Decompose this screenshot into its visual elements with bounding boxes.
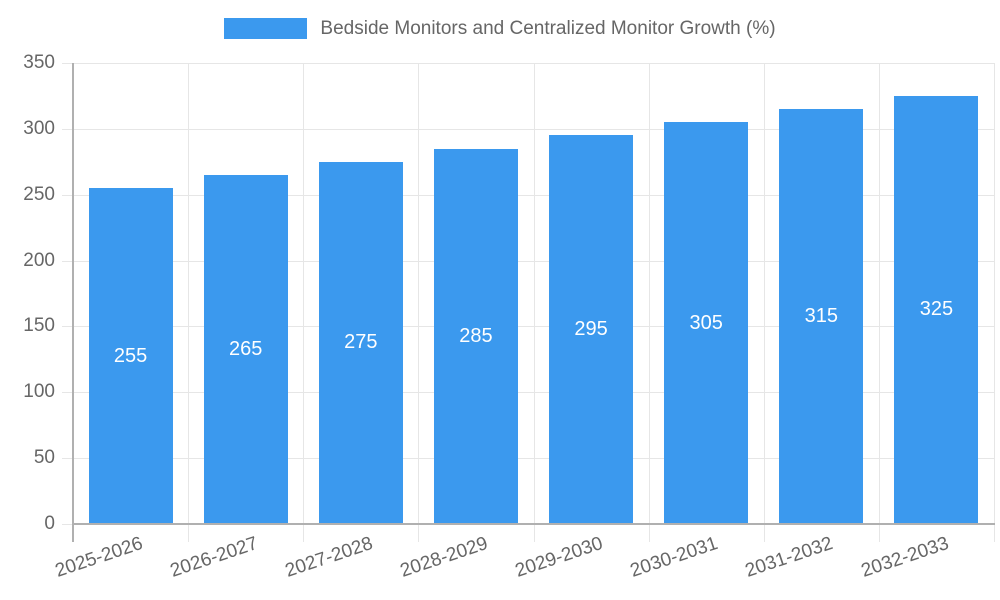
bar[interactable]: 295 bbox=[549, 135, 634, 524]
gridline-vertical bbox=[418, 63, 420, 542]
gridline-vertical bbox=[303, 63, 305, 542]
bar-value-label: 305 bbox=[689, 311, 723, 334]
y-axis-tick-label: 50 bbox=[33, 447, 55, 469]
gridline-vertical bbox=[648, 63, 650, 542]
y-axis-tick-label: 0 bbox=[44, 513, 55, 534]
legend-item[interactable]: Bedside Monitors and Centralized Monitor… bbox=[224, 18, 776, 39]
x-axis-line bbox=[72, 523, 995, 525]
bar-value-label: 265 bbox=[229, 337, 263, 360]
x-axis-tick-label: 2026-2027 bbox=[167, 533, 261, 582]
gridline-horizontal bbox=[62, 128, 994, 130]
y-axis-tick-label: 300 bbox=[23, 117, 55, 139]
bar[interactable]: 315 bbox=[779, 109, 864, 524]
gridline-vertical bbox=[994, 63, 995, 542]
y-axis-line bbox=[72, 63, 74, 542]
gridline-vertical bbox=[533, 63, 535, 542]
bar-value-label: 315 bbox=[804, 305, 838, 328]
bar[interactable]: 285 bbox=[433, 148, 518, 524]
x-axis-tick-label: 2030-2031 bbox=[628, 533, 721, 582]
x-axis-tick-label: 2025-2026 bbox=[52, 533, 146, 582]
y-axis-tick-label: 100 bbox=[23, 381, 55, 403]
bar[interactable]: 325 bbox=[894, 95, 979, 524]
bar[interactable]: 275 bbox=[318, 161, 403, 524]
y-axis-tick-label: 250 bbox=[23, 183, 55, 205]
gridline-horizontal bbox=[62, 458, 994, 460]
bar[interactable]: 305 bbox=[664, 122, 749, 524]
x-axis-tick-label: 2028-2029 bbox=[397, 533, 491, 582]
gridline-vertical bbox=[878, 63, 880, 542]
legend-label: Bedside Monitors and Centralized Monitor… bbox=[320, 18, 776, 39]
x-axis-tick-label: 2031-2032 bbox=[743, 533, 836, 582]
bar-value-label: 255 bbox=[113, 344, 148, 367]
bar[interactable]: 255 bbox=[88, 188, 173, 524]
gridline-horizontal bbox=[62, 194, 994, 196]
y-axis-tick-label: 200 bbox=[23, 249, 55, 271]
gridline-vertical bbox=[763, 63, 765, 542]
x-axis-tick-label: 2032-2033 bbox=[858, 533, 952, 582]
bar-value-label: 295 bbox=[574, 318, 608, 341]
y-axis-tick-label: 350 bbox=[23, 52, 55, 73]
gridline-horizontal bbox=[62, 326, 994, 328]
gridline-horizontal bbox=[62, 392, 994, 394]
bar-value-label: 275 bbox=[344, 331, 378, 354]
chart-legend: Bedside Monitors and Centralized Monitor… bbox=[0, 18, 1000, 39]
gridline-horizontal bbox=[62, 260, 994, 262]
bar[interactable]: 265 bbox=[203, 174, 288, 524]
legend-swatch bbox=[224, 18, 308, 39]
bar-value-label: 285 bbox=[459, 324, 493, 347]
bar-value-label: 325 bbox=[919, 298, 954, 321]
y-axis-tick-label: 150 bbox=[23, 315, 55, 337]
x-axis-tick-label: 2029-2030 bbox=[512, 533, 606, 582]
gridline-horizontal bbox=[62, 63, 994, 64]
x-axis-tick-label: 2027-2028 bbox=[282, 533, 376, 582]
gridline-vertical bbox=[188, 63, 190, 542]
